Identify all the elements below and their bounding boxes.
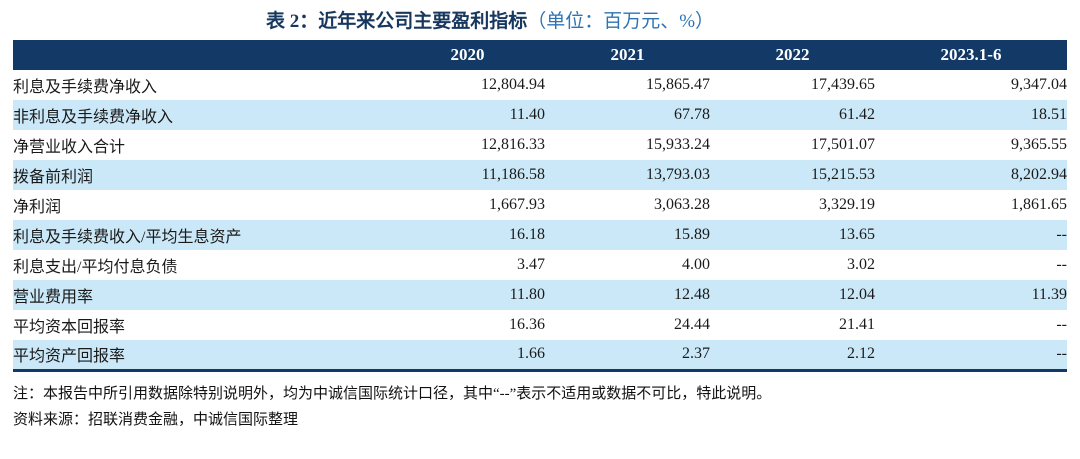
row-label: 利息及手续费净收入 (13, 79, 158, 96)
cell-2020: 1.66 (517, 345, 545, 363)
table-row: 利息及手续费净收入 12,804.94 15,865.47 17,439.65 … (13, 70, 1067, 100)
header-cell-2022: 2022 (710, 40, 875, 70)
cell-2023h1: 8,202.94 (1011, 166, 1067, 183)
cell-2020: 11,186.58 (481, 166, 545, 183)
table-row: 非利息及手续费净收入 11.40 67.78 61.42 18.51 (13, 100, 1067, 130)
cell-2020: 16.18 (509, 226, 545, 243)
cell-2022: 3,329.19 (819, 196, 875, 213)
row-label: 利息及手续费收入/平均生息资产 (13, 229, 242, 246)
row-label: 营业费用率 (13, 289, 94, 306)
note-line: 注：本报告中所引用数据除特别说明外，均为中诚信国际统计口径，其中“--”表示不适… (13, 385, 772, 402)
cell-2022: 3.02 (847, 256, 875, 273)
cell-2021: 3,063.28 (654, 196, 710, 213)
table-row: 拨备前利润 11,186.58 13,793.03 15,215.53 8,20… (13, 160, 1067, 190)
cell-2023h1: 9,365.55 (1011, 136, 1067, 153)
cell-2021: 15,865.47 (646, 76, 710, 93)
cell-2023h1: -- (1056, 345, 1067, 363)
cell-2021: 15,933.24 (646, 136, 710, 153)
table-title-unit: （单位：百万元、%） (527, 11, 715, 32)
table-row: 营业费用率 11.80 12.48 12.04 11.39 (13, 280, 1067, 310)
header-row: 2020 2021 2022 2023.1-6 (13, 40, 1067, 70)
cell-2022: 61.42 (839, 106, 875, 123)
table-row: 净营业收入合计 12,816.33 15,933.24 17,501.07 9,… (13, 130, 1067, 160)
cell-2023h1: 1,861.65 (1011, 196, 1067, 213)
cell-2021: 2.37 (682, 345, 710, 363)
cell-2020: 11.40 (509, 106, 545, 123)
table-row: 平均资产回报率 1.66 2.37 2.12 -- (13, 340, 1067, 370)
row-label: 平均资本回报率 (13, 319, 126, 336)
table-row: 净利润 1,667.93 3,063.28 3,329.19 1,861.65 (13, 190, 1067, 220)
cell-2021: 13,793.03 (646, 166, 710, 183)
cell-2023h1: 9,347.04 (1011, 76, 1067, 93)
cell-2020: 3.47 (517, 256, 545, 273)
cell-2021: 24.44 (674, 316, 710, 333)
row-label: 净营业收入合计 (13, 139, 126, 156)
cell-2020: 11.80 (509, 286, 545, 303)
cell-2022: 15,215.53 (811, 166, 875, 183)
table-title: 表 2：近年来公司主要盈利指标（单位：百万元、%） (0, 0, 1080, 40)
cell-2023h1: 18.51 (1031, 106, 1067, 123)
cell-2022: 12.04 (839, 286, 875, 303)
cell-2022: 21.41 (839, 316, 875, 333)
header-cell-label (13, 40, 390, 70)
table-footnotes: 注：本报告中所引用数据除特别说明外，均为中诚信国际统计口径，其中“--”表示不适… (13, 381, 1080, 433)
header-cell-2020: 2020 (390, 40, 545, 70)
table-row: 利息支出/平均付息负债 3.47 4.00 3.02 -- (13, 250, 1067, 280)
row-label: 利息支出/平均付息负债 (13, 259, 178, 276)
cell-2023h1: 11.39 (1031, 286, 1067, 303)
cell-2021: 67.78 (674, 106, 710, 123)
cell-2023h1: -- (1056, 316, 1067, 333)
cell-2020: 12,816.33 (481, 136, 545, 153)
cell-2023h1: -- (1056, 256, 1067, 273)
profit-indicators-table: 2020 2021 2022 2023.1-6 利息及手续费净收入 12,804… (13, 40, 1067, 372)
cell-2021: 12.48 (674, 286, 710, 303)
row-label: 平均资产回报率 (13, 348, 126, 366)
row-label: 非利息及手续费净收入 (13, 109, 174, 126)
cell-2021: 15.89 (674, 226, 710, 243)
header-cell-2023h1: 2023.1-6 (875, 40, 1067, 70)
cell-2020: 16.36 (509, 316, 545, 333)
row-label: 拨备前利润 (13, 169, 94, 186)
cell-2020: 1,667.93 (489, 196, 545, 213)
table-row: 利息及手续费收入/平均生息资产 16.18 15.89 13.65 -- (13, 220, 1067, 250)
source-line: 资料来源：招联消费金融，中诚信国际整理 (13, 411, 299, 428)
cell-2022: 17,439.65 (811, 76, 875, 93)
cell-2022: 2.12 (847, 345, 875, 363)
cell-2020: 12,804.94 (481, 76, 545, 93)
table-title-text: 表 2：近年来公司主要盈利指标 (265, 11, 528, 32)
cell-2021: 4.00 (682, 256, 710, 273)
cell-2023h1: -- (1056, 226, 1067, 243)
header-cell-2021: 2021 (545, 40, 710, 70)
cell-2022: 13.65 (839, 226, 875, 243)
cell-2022: 17,501.07 (811, 136, 875, 153)
table-row: 平均资本回报率 16.36 24.44 21.41 -- (13, 310, 1067, 340)
row-label: 净利润 (13, 199, 62, 216)
